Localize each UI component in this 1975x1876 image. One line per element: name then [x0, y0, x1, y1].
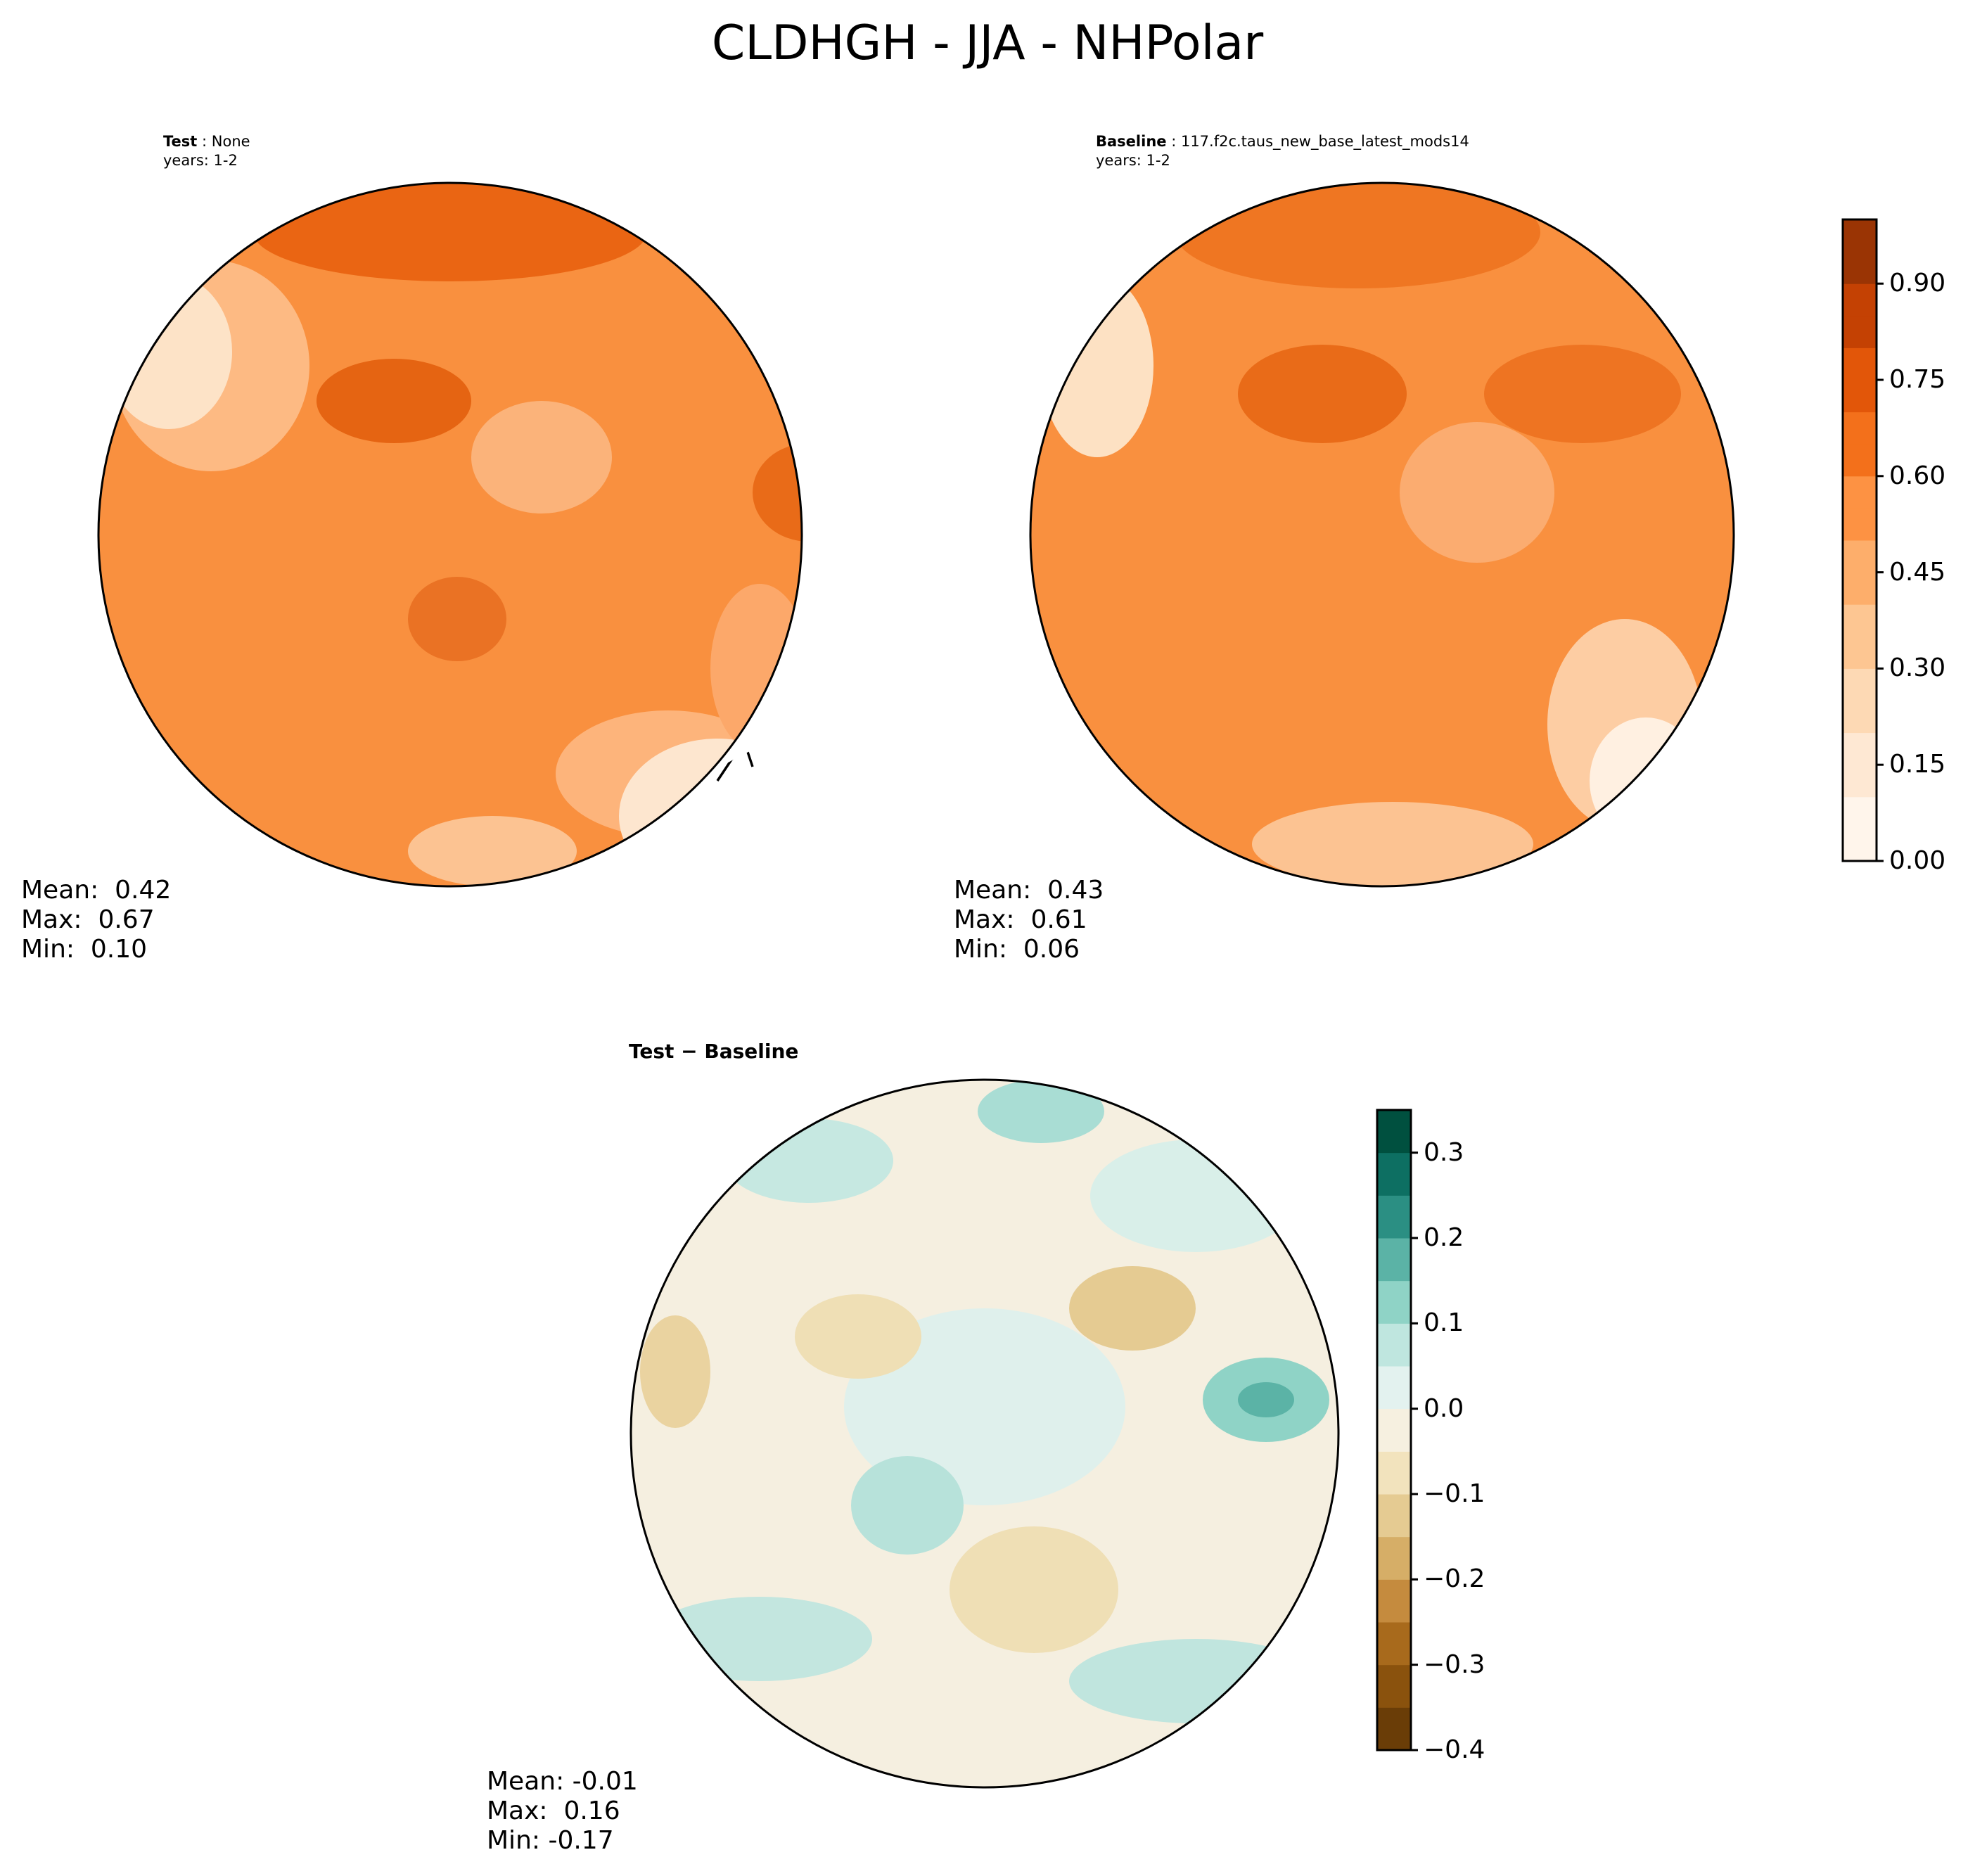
field-colorbar — [1841, 218, 1884, 862]
field-colorbar-level — [1843, 411, 1877, 445]
diff-colorbar-tick-label: −0.2 — [1424, 1564, 1485, 1594]
field-colorbar-level — [1843, 572, 1877, 605]
field-colorbar-tick-label: 0.60 — [1889, 461, 1946, 490]
field-colorbar-level — [1843, 315, 1877, 348]
field-colorbar-level — [1843, 732, 1877, 765]
field-colorbar-level — [1843, 636, 1877, 669]
baseline-map — [1029, 181, 1735, 888]
field-colorbar-level — [1843, 765, 1877, 798]
diff-colorbar-tick-label: 0.3 — [1424, 1137, 1464, 1167]
field-colorbar-tick-label: 0.15 — [1889, 750, 1946, 779]
diff-colorbar-level — [1377, 1408, 1411, 1452]
field-colorbar-level — [1843, 444, 1877, 477]
diff-stats: Mean: -0.01 Max: 0.16 Min: -0.17 — [487, 1767, 638, 1856]
test-years: years: 1-2 — [163, 152, 238, 169]
field-colorbar-tick-label: 0.75 — [1889, 365, 1946, 394]
diff-colorbar-level — [1377, 1238, 1411, 1282]
field-colorbar-level — [1843, 540, 1877, 573]
field-colorbar-tick-label: 0.00 — [1889, 846, 1946, 875]
field-colorbar-tick-label: 0.90 — [1889, 269, 1946, 298]
field-colorbar-level — [1843, 604, 1877, 637]
diff-colorbar-level — [1377, 1707, 1411, 1751]
field-colorbar-level — [1843, 380, 1877, 413]
test-max: Max: 0.67 — [21, 905, 155, 934]
diff-colorbar-level — [1377, 1579, 1411, 1623]
field-colorbar-level — [1843, 219, 1877, 253]
diff-min: Min: -0.17 — [487, 1826, 614, 1855]
field-colorbar-level — [1843, 701, 1877, 734]
test-panel-title: Test : None years: 1-2 — [163, 133, 250, 169]
diff-colorbar-level — [1377, 1152, 1411, 1196]
diff-colorbar-tick-label: 0.0 — [1424, 1393, 1464, 1423]
field-colorbar-level — [1843, 283, 1877, 317]
field-colorbar-level — [1843, 796, 1877, 829]
field-colorbar-level — [1843, 829, 1877, 862]
diff-colorbar-level — [1377, 1366, 1411, 1410]
diff-colorbar-level — [1377, 1622, 1411, 1666]
difference-map — [629, 1078, 1340, 1789]
field-colorbar-level — [1843, 476, 1877, 509]
baseline-stats: Mean: 0.43 Max: 0.61 Min: 0.06 — [954, 876, 1104, 964]
test-stats: Mean: 0.42 Max: 0.67 Min: 0.10 — [21, 876, 171, 964]
field-colorbar-level — [1843, 668, 1877, 701]
field-colorbar-tick-label: 0.30 — [1889, 653, 1946, 683]
diff-colorbar-level — [1377, 1664, 1411, 1708]
test-label: Test — [163, 133, 198, 150]
diff-colorbar-tick-label: −0.1 — [1424, 1479, 1485, 1508]
field-colorbar-level — [1843, 508, 1877, 541]
diff-max: Max: 0.16 — [487, 1797, 620, 1825]
diff-colorbar-tick-label: 0.1 — [1424, 1308, 1464, 1338]
diff-colorbar — [1376, 1109, 1418, 1751]
diff-colorbar-level — [1377, 1280, 1411, 1324]
baseline-max: Max: 0.61 — [954, 905, 1087, 934]
test-map — [97, 181, 803, 888]
diff-panel-title: Test − Baseline — [629, 1040, 799, 1063]
diff-colorbar-level — [1377, 1110, 1411, 1154]
diff-colorbar-level — [1377, 1536, 1411, 1580]
diff-colorbar-tick-label: −0.4 — [1424, 1735, 1485, 1764]
baseline-min: Min: 0.06 — [954, 935, 1080, 964]
baseline-label: Baseline — [1096, 133, 1167, 150]
test-min: Min: 0.10 — [21, 935, 148, 964]
diff-colorbar-level — [1377, 1451, 1411, 1495]
diff-colorbar-level — [1377, 1494, 1411, 1538]
diff-colorbar-level — [1377, 1323, 1411, 1367]
baseline-case: 117.f2c.taus_new_base_latest_mods14 — [1180, 133, 1469, 150]
diff-colorbar-tick-label: −0.3 — [1424, 1650, 1485, 1679]
diff-mean: Mean: -0.01 — [487, 1767, 638, 1796]
field-colorbar-tick-label: 0.45 — [1889, 557, 1946, 587]
field-colorbar-level — [1843, 347, 1877, 381]
test-mean: Mean: 0.42 — [21, 876, 172, 905]
test-case: None — [211, 133, 250, 150]
baseline-years: years: 1-2 — [1096, 152, 1170, 169]
baseline-panel-title: Baseline : 117.f2c.taus_new_base_latest_… — [1096, 133, 1469, 169]
field-colorbar-level — [1843, 251, 1877, 284]
diff-colorbar-level — [1377, 1195, 1411, 1239]
figure-title: CLDHGH - JJA - NHPolar — [711, 15, 1264, 71]
baseline-mean: Mean: 0.43 — [954, 876, 1104, 905]
diff-colorbar-tick-label: 0.2 — [1424, 1223, 1464, 1252]
